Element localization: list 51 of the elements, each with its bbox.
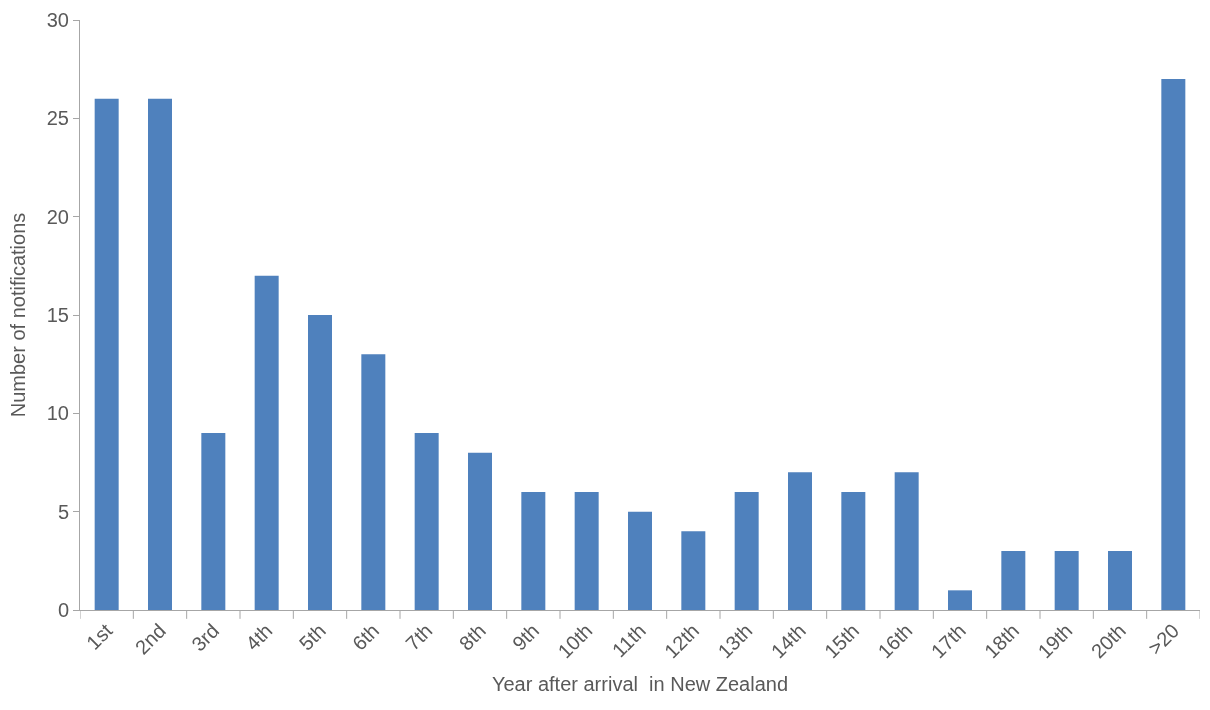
x-tick-label: 8th (454, 619, 490, 655)
bar (681, 531, 706, 610)
x-tick-label: 7th (401, 619, 437, 655)
x-tick-label: 5th (294, 619, 330, 655)
x-tick-label: 20th (1086, 619, 1130, 663)
bar (308, 315, 332, 610)
x-tick-label: 11th (607, 619, 650, 662)
x-tick-label: 18th (980, 619, 1024, 663)
bar (574, 492, 599, 610)
bar (948, 590, 972, 610)
bar (1108, 551, 1132, 610)
y-tick-label: 25 (46, 107, 69, 130)
y-axis-title: Number of notifications (7, 212, 30, 418)
x-tick-label: 19th (1033, 619, 1077, 663)
y-tick-label: 10 (46, 402, 69, 425)
y-tick-label: 30 (46, 9, 69, 31)
x-tick-label: 12th (660, 619, 704, 663)
bar (894, 472, 919, 610)
x-tick-label: 4th (241, 619, 277, 655)
bar (201, 433, 226, 610)
x-tick-label: 1st (82, 619, 117, 654)
x-tick-label: 3rd (187, 619, 224, 656)
x-tick-label: 2nd (130, 619, 170, 659)
bar (148, 98, 172, 610)
x-tick-label: 16th (873, 619, 917, 663)
bar (414, 433, 439, 610)
bar (628, 511, 652, 610)
x-tick-label: >20 (1143, 619, 1184, 659)
x-tick-label: 9th (508, 619, 544, 655)
y-tick-label: 15 (46, 304, 69, 326)
bar (521, 492, 546, 610)
x-tick-label: 17th (926, 619, 970, 663)
bar (1054, 551, 1079, 610)
x-tick-label: 15th (820, 619, 864, 663)
y-tick-label: 5 (57, 500, 69, 523)
bar (1001, 551, 1026, 610)
y-tick-label: 0 (57, 599, 69, 621)
bar (94, 98, 119, 610)
bar (788, 472, 812, 610)
bar (254, 275, 279, 610)
bar (361, 354, 386, 610)
x-tick-label: 10th (553, 619, 597, 663)
x-tick-label: 6th (348, 619, 384, 655)
y-tick-label: 20 (46, 205, 69, 228)
x-tick-label: 14th (766, 619, 810, 663)
bar (841, 492, 866, 610)
bar (734, 492, 759, 610)
x-axis-title: Year after arrival in New Zealand (491, 672, 789, 695)
x-tick-label: 13th (713, 619, 757, 663)
bar (468, 452, 492, 610)
bar (1161, 79, 1186, 610)
